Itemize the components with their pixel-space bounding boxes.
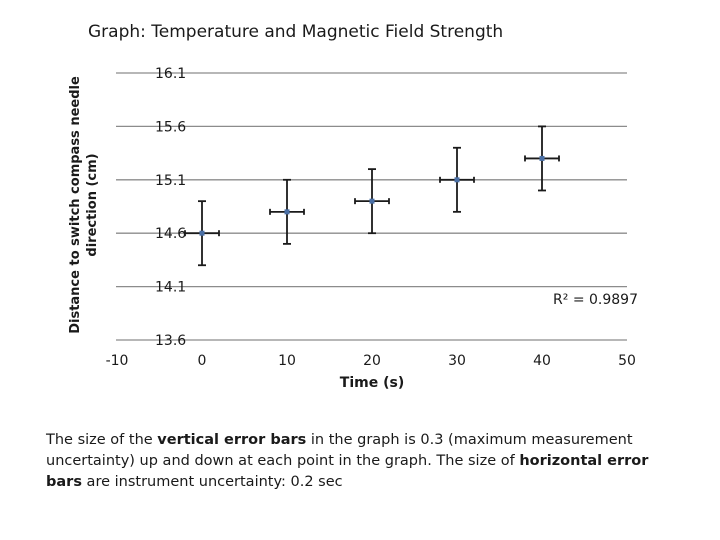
x-tick-label: 0: [198, 353, 207, 369]
error-bar-2: [354, 168, 390, 235]
caption-text-3: are instrument uncertainty: 0.2 sec: [81, 474, 343, 490]
y-tick-label: 15.1: [155, 173, 186, 189]
y-tick-label: 15.6: [155, 119, 186, 135]
y-tick-label: 14.6: [155, 226, 186, 242]
data-point: [539, 155, 545, 161]
y-tick-label: 14.1: [155, 280, 186, 296]
caption-bold-1: vertical error bars: [157, 432, 307, 448]
x-tick-label: 30: [448, 353, 466, 369]
error-bar-1: [269, 178, 305, 245]
scatter-plot: 16.1 15.6 15.1 14.6 14.1 13.6 -10 0 10 20 30 40 50 Ti…: [106, 66, 638, 391]
data-point: [199, 230, 205, 236]
y-tick-label: 16.1: [155, 66, 186, 82]
chart-title: Graph: Temperature and Magnetic Field St…: [88, 22, 504, 42]
data-point: [284, 209, 290, 215]
x-tick-label: 40: [533, 353, 551, 369]
caption-text-2: in the graph is 0.3 (maximum measurement…: [46, 432, 633, 469]
error-bar-3: [439, 146, 475, 213]
x-axis-label: Time (s): [340, 375, 404, 391]
y-tick-label: 13.6: [155, 333, 186, 349]
x-tick-label: -10: [106, 353, 129, 369]
error-bar-4: [524, 125, 560, 192]
error-bar-0: [184, 200, 220, 267]
caption-bold-2: horizontal error bars: [46, 453, 649, 490]
caption: The size of the vertical error bars in t…: [46, 430, 666, 493]
x-tick-label: 50: [618, 353, 636, 369]
data-point: [369, 198, 375, 204]
data-point: [454, 177, 460, 183]
r-squared-annotation: R² = 0.9897: [553, 292, 638, 308]
x-tick-label: 20: [363, 353, 381, 369]
x-tick-label: 10: [278, 353, 296, 369]
caption-text-1: The size of the: [46, 432, 158, 448]
